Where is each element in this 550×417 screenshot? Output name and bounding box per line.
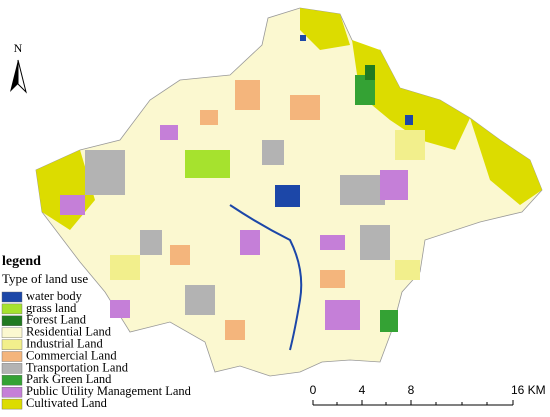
legend-label: Residential Land xyxy=(26,325,112,339)
legend-label: Commercial Land xyxy=(26,348,117,362)
legend-swatch xyxy=(1,351,23,362)
legend-swatch xyxy=(1,363,23,374)
legend-label: Public Utility Management Land xyxy=(26,384,192,398)
north-arrow-right xyxy=(17,59,27,94)
legend-label: Park Green Land xyxy=(26,372,112,386)
transportation-patches xyxy=(85,140,390,315)
legend-swatch xyxy=(1,375,23,386)
legend-swatch xyxy=(1,387,23,398)
water-bodies xyxy=(229,35,413,351)
legend-title: legend xyxy=(2,254,41,269)
scale-label: 8 xyxy=(408,383,415,397)
legend-swatch xyxy=(1,398,23,410)
legend-label: grass land xyxy=(26,301,77,315)
land-use-map xyxy=(35,7,543,377)
scale-label: 0 xyxy=(310,383,317,397)
north-arrow-left xyxy=(10,60,18,92)
cultivated-patches xyxy=(36,8,542,230)
scale-label: 4 xyxy=(359,383,366,397)
legend-subtitle: Type of land use xyxy=(2,271,88,286)
grass-patches xyxy=(185,150,230,178)
legend-label: Cultivated Land xyxy=(26,396,108,410)
legend-label: Forest Land xyxy=(26,313,87,327)
legend-swatch xyxy=(1,339,23,350)
commercial-patches xyxy=(170,80,345,340)
legend-swatch xyxy=(1,327,23,338)
scale-label: 16 KM xyxy=(511,383,546,397)
park-forest-patches xyxy=(355,65,398,332)
legend-label: Industrial Land xyxy=(26,336,103,350)
north-label: N xyxy=(14,41,23,55)
industrial-patches xyxy=(110,130,425,280)
public-utility-patches xyxy=(60,125,408,330)
legend-label: Transportation Land xyxy=(26,360,129,374)
legend-swatch xyxy=(1,303,23,315)
legend: legend Type of land use water bodygrass … xyxy=(1,254,192,410)
north-arrow: N xyxy=(10,41,27,94)
scale-bar: 0 4 8 16 KM xyxy=(310,383,546,406)
legend-swatch xyxy=(1,315,23,326)
legend-swatch xyxy=(1,291,23,303)
legend-label: water body xyxy=(26,289,83,303)
